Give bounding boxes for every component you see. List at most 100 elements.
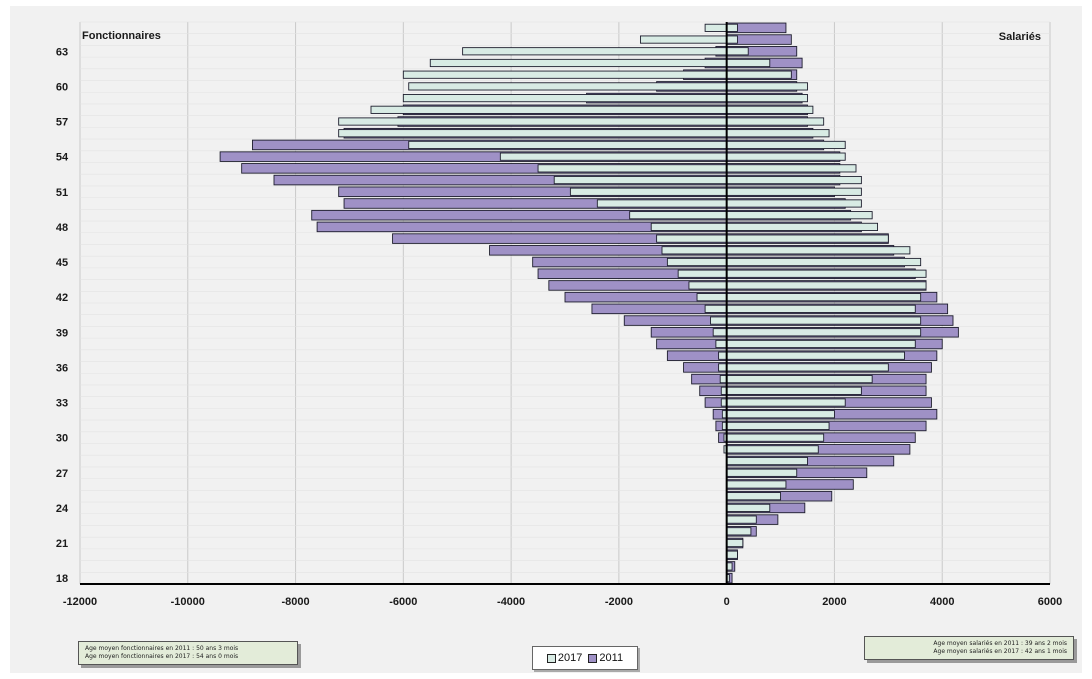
- y-tick-label: 57: [56, 117, 68, 129]
- x-tick-label: 4000: [930, 596, 954, 608]
- bar-2017-salaries-age-47: [726, 234, 889, 243]
- bar-2017-salaries-age-22: [726, 527, 752, 536]
- bar-2017-salaries-age-59: [726, 94, 808, 103]
- bar-2017-fonctionnaires-age-56: [338, 129, 728, 138]
- y-tick-label: 33: [56, 398, 68, 410]
- y-tick-label: 60: [56, 81, 68, 93]
- bar-2017-salaries-age-49: [726, 211, 873, 220]
- y-tick-label: 36: [56, 362, 68, 374]
- note-right-line2: Age moyen salariés en 2017 : 42 ans 1 mo…: [933, 648, 1067, 655]
- bar-2017-salaries-age-21: [726, 538, 744, 548]
- bar-2017-salaries-age-48: [726, 222, 879, 231]
- legend-swatch-2017: [546, 653, 556, 663]
- bar-2017-fonctionnaires-age-45: [666, 257, 728, 267]
- y-tick-label: 63: [56, 46, 68, 58]
- bar-2017-salaries-age-38: [726, 339, 916, 349]
- bar-2017-salaries-age-33: [726, 398, 846, 407]
- bar-2017-fonctionnaires-age-37: [718, 351, 728, 360]
- legend-item-2017: 2017: [546, 652, 583, 664]
- legend-swatch-2011: [588, 653, 598, 663]
- bar-2017-salaries-age-32: [726, 410, 835, 419]
- bar-2017-salaries-age-31: [726, 421, 830, 431]
- y-tick-label: 51: [56, 187, 68, 199]
- y-tick-label: 39: [56, 327, 68, 339]
- y-tick-label: 54: [56, 152, 69, 164]
- bar-2017-salaries-age-45: [726, 257, 922, 267]
- bar-2017-fonctionnaires-age-50: [596, 199, 728, 208]
- bar-2017-fonctionnaires-age-55: [408, 140, 728, 150]
- bar-2017-salaries-age-23: [726, 515, 757, 524]
- bar-2017-fonctionnaires-age-57: [338, 117, 728, 126]
- x-tick-label: -2000: [605, 596, 633, 608]
- bar-2017-salaries-age-44: [726, 269, 927, 278]
- y-tick-label: 30: [56, 433, 68, 445]
- bar-2017-salaries-age-37: [726, 351, 905, 360]
- bar-2017-salaries-age-63: [726, 47, 749, 56]
- legend-label-2011: 2011: [599, 652, 624, 664]
- bar-2017-salaries-age-27: [726, 468, 798, 477]
- bar-2017-fonctionnaires-age-59: [402, 94, 728, 103]
- bar-2017-salaries-age-56: [726, 129, 830, 138]
- bar-2017-salaries-age-61: [726, 70, 792, 79]
- bar-2017-salaries-age-30: [726, 433, 825, 442]
- bar-2017-salaries-age-40: [726, 316, 922, 325]
- note-left-line1: Age moyen fonctionnaires en 2011 : 50 an…: [85, 645, 239, 652]
- x-tick-label: -10000: [171, 596, 205, 608]
- bar-2017-fonctionnaires-age-46: [661, 246, 728, 255]
- bar-2017-fonctionnaires-age-43: [688, 281, 728, 290]
- bars-group: [219, 22, 959, 584]
- note-right-line1: Age moyen salariés en 2011 : 39 ans 2 mo…: [933, 640, 1067, 647]
- bar-2017-fonctionnaires-age-40: [710, 316, 728, 325]
- bar-2017-fonctionnaires-age-51: [569, 187, 728, 196]
- x-tick-label: -6000: [389, 596, 417, 608]
- bar-2017-salaries-age-57: [726, 117, 825, 126]
- bar-2017-fonctionnaires-age-48: [650, 222, 728, 231]
- bar-2017-fonctionnaires-age-62: [429, 58, 728, 68]
- x-tick-label: -4000: [497, 596, 525, 608]
- legend-item-2011: 2011: [588, 652, 623, 664]
- bar-2017-salaries-age-42: [726, 293, 922, 302]
- bar-2017-salaries-age-53: [726, 164, 857, 173]
- bar-2017-salaries-age-28: [726, 456, 808, 466]
- bar-2017-fonctionnaires-age-44: [677, 269, 728, 278]
- bar-2017-fonctionnaires-age-63: [462, 47, 728, 56]
- bar-2017-fonctionnaires-age-36: [718, 363, 728, 372]
- bar-2017-salaries-age-24: [726, 503, 771, 512]
- bar-2017-salaries-age-35: [726, 375, 873, 384]
- axes-group: -12000 -10000 -8000 -6000 -4000 -2000 0 2000 400…: [56, 22, 1062, 608]
- legend-label-2017: 2017: [557, 652, 583, 664]
- bar-2017-salaries-age-39: [726, 328, 922, 337]
- bar-2017-fonctionnaires-age-38: [715, 339, 728, 349]
- bar-2017-salaries-age-29: [726, 445, 819, 454]
- bar-2017-salaries-age-36: [726, 363, 889, 372]
- y-tick-label: 48: [56, 222, 68, 234]
- bar-2017-fonctionnaires-age-49: [629, 211, 728, 220]
- note-right: Age moyen salariés en 2011 : 39 ans 2 mo…: [864, 636, 1074, 660]
- bar-2017-salaries-age-46: [726, 246, 911, 255]
- bar-2017-salaries-age-50: [726, 199, 862, 208]
- bar-2017-fonctionnaires-age-61: [402, 70, 728, 79]
- bar-2017-fonctionnaires-age-54: [499, 152, 728, 161]
- bar-2017-fonctionnaires-age-53: [537, 164, 728, 173]
- left-title: Fonctionnaires: [82, 30, 161, 42]
- bar-2017-fonctionnaires-age-52: [553, 175, 728, 185]
- bar-2017-fonctionnaires-age-42: [696, 293, 728, 302]
- bar-2017-salaries-age-58: [726, 105, 814, 114]
- y-tick-label: 24: [56, 503, 69, 515]
- bar-2017-salaries-age-65: [726, 23, 738, 32]
- bar-2017-salaries-age-26: [726, 480, 787, 489]
- bar-2017-fonctionnaires-age-39: [712, 328, 728, 337]
- x-tick-label: -8000: [281, 596, 309, 608]
- note-left: Age moyen fonctionnaires en 2011 : 50 an…: [78, 641, 298, 665]
- bar-2017-salaries-age-34: [726, 386, 862, 395]
- bar-2017-fonctionnaires-age-47: [656, 234, 728, 243]
- x-tick-label: -12000: [63, 596, 97, 608]
- bar-2017-salaries-age-62: [726, 58, 771, 68]
- legend: 2017 2011: [532, 646, 638, 670]
- y-tick-label: 18: [56, 573, 68, 585]
- x-tick-label: 6000: [1038, 596, 1062, 608]
- bar-2017-salaries-age-55: [726, 140, 846, 150]
- bar-2017-fonctionnaires-age-64: [639, 35, 728, 44]
- y-tick-label: 27: [56, 468, 68, 480]
